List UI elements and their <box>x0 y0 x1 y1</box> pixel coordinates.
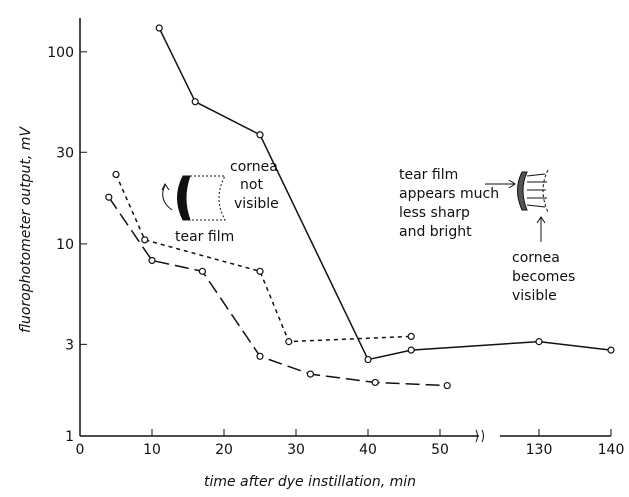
data-point <box>286 339 292 345</box>
data-point <box>257 268 263 274</box>
data-point <box>257 132 263 138</box>
x-tick-label: 30 <box>287 442 305 458</box>
cornea-icon-right <box>485 170 548 242</box>
annotation: visible <box>512 288 557 304</box>
data-point <box>192 99 198 105</box>
data-point <box>156 25 162 31</box>
data-point <box>536 339 542 345</box>
x-tick-label: 50 <box>431 442 449 458</box>
x-tick-label: 40 <box>359 442 377 458</box>
annotation: not <box>240 177 263 193</box>
x-tick-label: 130 <box>526 442 553 458</box>
annotation: cornea <box>230 159 278 175</box>
axis-break <box>476 430 484 442</box>
data-point <box>408 333 414 339</box>
y-tick-label: 10 <box>56 237 74 253</box>
data-point <box>365 357 371 363</box>
annotation: and bright <box>399 224 472 240</box>
data-point <box>408 347 414 353</box>
data-point <box>149 257 155 263</box>
series-line <box>159 28 611 360</box>
data-point <box>106 194 112 200</box>
data-point <box>113 171 119 177</box>
x-tick-label: 0 <box>76 442 85 458</box>
data-point <box>608 347 614 353</box>
annotation: tear film <box>399 167 458 183</box>
y-tick-label: 30 <box>56 145 74 161</box>
series-line <box>109 197 447 385</box>
annotation: visible <box>234 196 279 212</box>
annotation: appears much <box>399 186 499 202</box>
chart: fluorophotometer output, mV time after d… <box>0 0 629 493</box>
annotation: tear film <box>175 229 234 245</box>
data-point <box>199 268 205 274</box>
x-tick-label: 20 <box>215 442 233 458</box>
annotation: cornea <box>512 250 560 266</box>
y-axis-label: fluorophotometer output, mV <box>18 126 34 333</box>
y-tick-label: 3 <box>65 337 74 353</box>
x-tick-label: 140 <box>598 442 625 458</box>
x-axis-label: time after dye instillation, min <box>204 474 416 490</box>
data-point <box>257 353 263 359</box>
y-tick-label: 100 <box>47 45 74 61</box>
data-point <box>307 371 313 377</box>
cornea-icon-left <box>162 176 225 220</box>
y-tick-label: 1 <box>65 429 74 445</box>
annotation: less sharp <box>399 205 470 221</box>
x-tick-label: 10 <box>143 442 161 458</box>
annotation: becomes <box>512 269 575 285</box>
data-point <box>444 383 450 389</box>
data-point <box>372 379 378 385</box>
data-point <box>142 237 148 243</box>
